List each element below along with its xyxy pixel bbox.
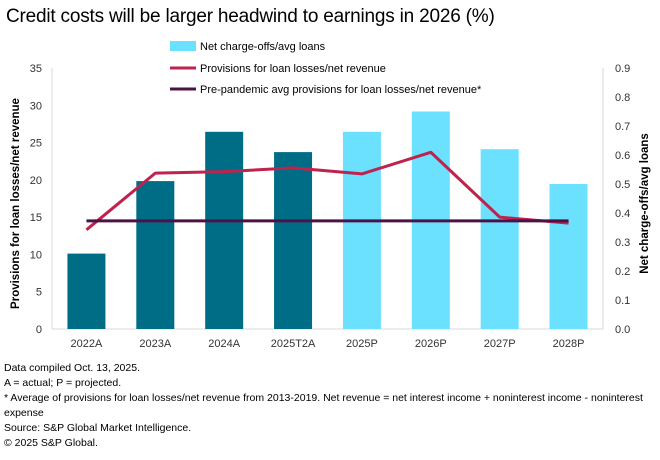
- provisions-line: [85, 150, 569, 231]
- y-tick-label: 35: [30, 63, 42, 75]
- y2-tick-label: 0.3: [615, 237, 630, 249]
- y-axis-title: Provisions for loan losses/net revenue: [10, 98, 22, 309]
- y-tick-label: 20: [30, 175, 42, 187]
- y-tick-label: 15: [30, 212, 42, 224]
- y-tick-label: 25: [30, 138, 42, 150]
- legend-label-pre-pandemic: Pre-pandemic avg provisions for loan los…: [200, 84, 482, 96]
- copyright: © 2025 S&P Global.: [4, 437, 98, 449]
- chart-title: Credit costs will be larger headwind to …: [6, 6, 495, 27]
- actual-projected-note: A = actual; P = projected.: [4, 377, 122, 389]
- chart: 0 5 10 15 20 25 30 35 0.0 0.1 0.2 0.3 0.4 0.5 0.6 0.7 0.…: [10, 41, 651, 350]
- y-tick-label: 5: [36, 287, 42, 299]
- y2-tick-label: 0.9: [615, 63, 630, 75]
- bar-2024A: [205, 131, 244, 329]
- bar-2025P: [342, 131, 381, 329]
- x-tick-label: 2023A: [139, 338, 171, 350]
- legend-label-provisions: Provisions for loan losses/net revenue: [200, 63, 386, 75]
- y2-tick-label: 0.8: [615, 92, 630, 104]
- bar-2025T2A: [274, 152, 313, 329]
- footer: Data compiled Oct. 13, 2025. A = actual;…: [4, 361, 654, 451]
- x-tick-label: 2028P: [553, 338, 585, 350]
- bar-2028P: [549, 184, 588, 329]
- x-tick-label: 2025P: [346, 338, 378, 350]
- source-note: Source: S&P Global Market Intelligence.: [4, 422, 192, 434]
- bar-2027P: [480, 149, 519, 329]
- y2-tick-label: 0.1: [615, 295, 630, 307]
- y2-tick-label: 0.6: [615, 150, 630, 162]
- y2-axis-title: Net charge-offs/avg loans: [639, 133, 651, 274]
- x-tick-label: 2026P: [415, 338, 447, 350]
- bar-2023A: [136, 181, 175, 329]
- data-compiled-note: Data compiled Oct. 13, 2025.: [4, 362, 140, 374]
- legend-label-net-charge-offs: Net charge-offs/avg loans: [200, 41, 326, 53]
- y2-tick-label: 0.0: [615, 324, 630, 336]
- y-tick-label: 30: [30, 100, 42, 112]
- bar-2022A: [67, 253, 106, 329]
- footnote: * Average of provisions for loan losses/…: [4, 392, 643, 419]
- y2-tick-label: 0.4: [615, 208, 630, 220]
- x-tick-label: 2022A: [71, 338, 103, 350]
- y2-tick-label: 0.5: [615, 179, 630, 191]
- x-tick-label: 2024A: [208, 338, 240, 350]
- legend-swatch-net-charge-offs: [170, 41, 196, 51]
- x-tick-label: 2027P: [484, 338, 516, 350]
- y-tick-label: 10: [30, 249, 42, 261]
- x-tick-label: 2025T2A: [271, 338, 316, 350]
- y2-tick-label: 0.2: [615, 266, 630, 278]
- y-tick-label: 0: [36, 324, 42, 336]
- y2-tick-label: 0.7: [615, 121, 630, 133]
